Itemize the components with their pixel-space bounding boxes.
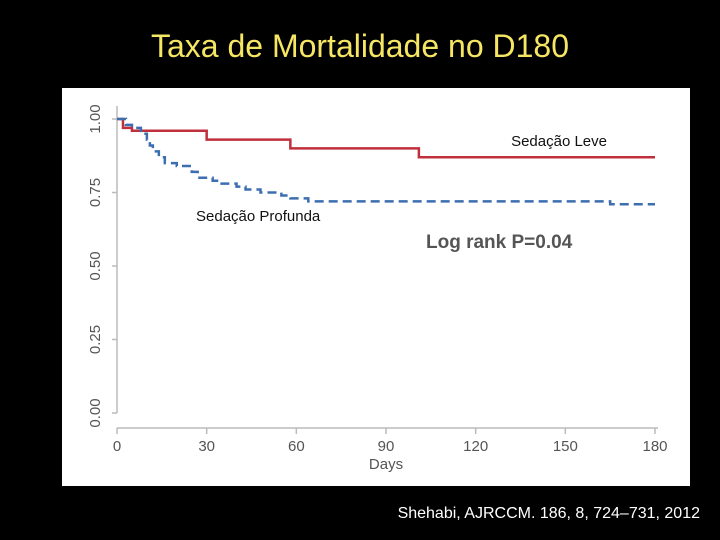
y-tick-label: 0.75 [87, 178, 104, 207]
chart-annotations: Sedação Leve Sedação Profunda Log rank P=0… [196, 133, 607, 253]
x-tick-label: 180 [642, 438, 667, 455]
x-tick-label: 30 [198, 438, 215, 455]
log-rank-annotation: Log rank P=0.04 [426, 232, 573, 253]
x-tick-label: 90 [378, 438, 395, 455]
y-tick-label: 0.25 [87, 325, 104, 354]
citation: Shehabi, AJRCCM. 186, 8, 724–731, 2012 [397, 505, 700, 522]
series-label-sedacao-leve: Sedação Leve [511, 133, 607, 150]
y-tick-label: 0.50 [87, 251, 104, 280]
x-tick-label: 150 [553, 438, 578, 455]
slide-title: Taxa de Mortalidade no D180 [150, 28, 570, 64]
x-axis-label: Days [369, 456, 403, 473]
series-line-sedacao-leve [117, 117, 655, 159]
x-tick-label: 120 [463, 438, 488, 455]
chart-panel: 0.00 0.25 0.50 0.75 1.00 0 30 60 90 120 150 180 Days… [62, 88, 690, 486]
x-tick-label: 60 [288, 438, 305, 455]
y-tick-label: 0.00 [87, 398, 104, 427]
chart-series-layer [117, 117, 655, 206]
chart-axes: 0.00 0.25 0.50 0.75 1.00 0 30 60 90 120 150 180 Days [87, 104, 668, 473]
x-tick-label: 0 [113, 438, 121, 455]
series-line-sedacao-profunda [117, 117, 655, 206]
survival-chart: 0.00 0.25 0.50 0.75 1.00 0 30 60 90 120 150 180 Days… [87, 104, 668, 473]
y-tick-label: 1.00 [87, 104, 104, 133]
series-label-sedacao-profunda: Sedação Profunda [196, 208, 321, 225]
